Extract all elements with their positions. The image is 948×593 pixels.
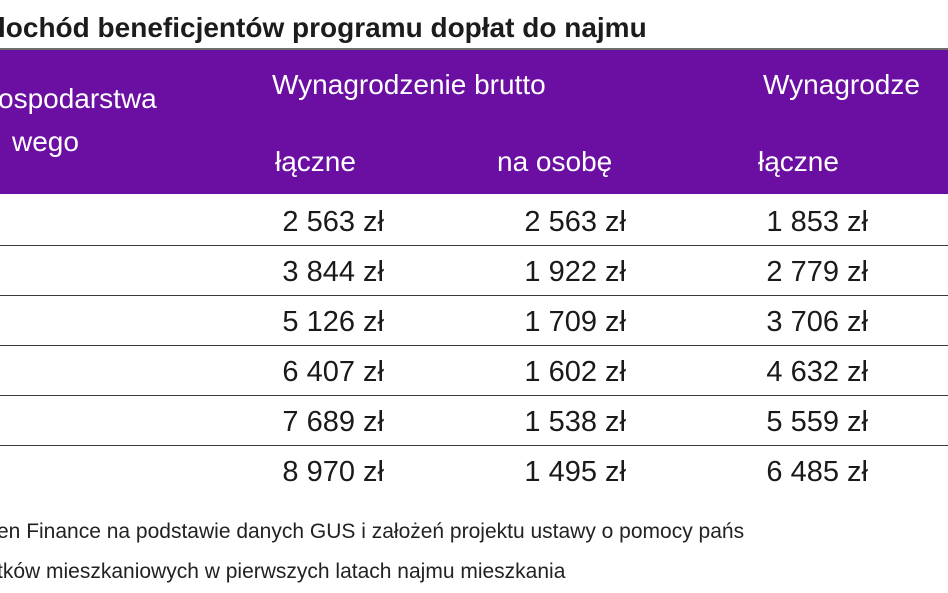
cell-gross-per-person: 1 922 zł [524,256,626,288]
cell-gross-per-person: 1 538 zł [524,406,626,438]
table-header: ospodarstwa wego Wynagrodzenie brutto Wy… [0,50,948,194]
header-net-total: łączne [758,146,839,177]
header-net-salary: Wynagrodze [763,69,920,100]
table-row: 7 689 zł 1 538 zł 5 559 zł [0,396,948,446]
cell-gross-per-person: 2 563 zł [524,206,626,238]
source-note-line1: en Finance na podstawie danych GUS i zał… [0,520,745,543]
cell-gross-total: 3 844 zł [282,256,384,288]
table-body: 2 563 zł 2 563 zł 1 853 zł 3 844 zł 1 92… [0,196,948,495]
table-row: 5 126 zł 1 709 zł 3 706 zł [0,296,948,346]
header-gross-per-person: na osobę [497,146,613,177]
table-title: lochód beneficjentów programu dopłat do … [0,12,647,43]
title-divider [0,48,948,50]
cell-gross-total: 2 563 zł [282,206,384,238]
table-row: 8 970 zł 1 495 zł 6 485 zł [0,446,948,495]
source-note-line2: tków mieszkaniowych w pierwszych latach … [0,560,566,583]
header-household-size-line2: wego [12,126,79,157]
cell-gross-total: 8 970 zł [282,456,384,488]
header-gross-salary: Wynagrodzenie brutto [272,69,546,100]
cell-net-total: 4 632 zł [766,356,868,388]
table-row: 2 563 zł 2 563 zł 1 853 zł [0,196,948,246]
cell-gross-total: 5 126 zł [282,306,384,338]
cell-net-total: 5 559 zł [766,406,868,438]
cell-gross-per-person: 1 495 zł [524,456,626,488]
header-household-size-line1: ospodarstwa [0,83,157,114]
cell-gross-per-person: 1 709 zł [524,306,626,338]
cell-net-total: 2 779 zł [766,256,868,288]
table-row: 3 844 zł 1 922 zł 2 779 zł [0,246,948,296]
cell-gross-total: 7 689 zł [282,406,384,438]
cell-net-total: 3 706 zł [766,306,868,338]
cell-gross-per-person: 1 602 zł [524,356,626,388]
cell-net-total: 6 485 zł [766,456,868,488]
cell-gross-total: 6 407 zł [282,356,384,388]
table-row: 6 407 zł 1 602 zł 4 632 zł [0,346,948,396]
cell-net-total: 1 853 zł [766,206,868,238]
header-gross-total: łączne [275,146,356,177]
